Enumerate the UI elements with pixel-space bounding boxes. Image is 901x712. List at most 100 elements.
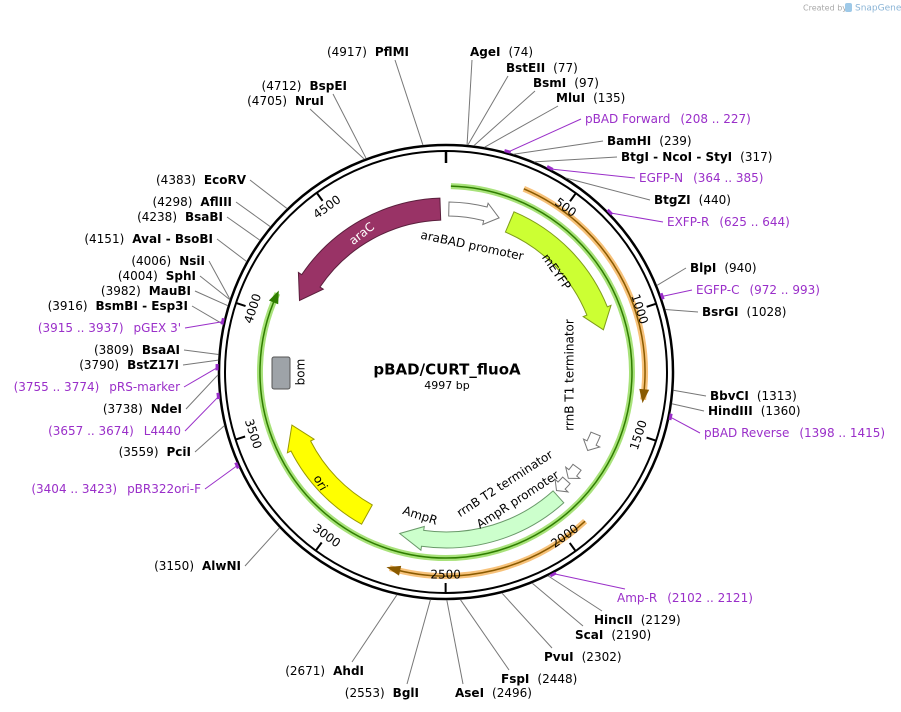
ruler-label: 4500 <box>310 192 343 221</box>
site-name: MluI <box>556 91 585 105</box>
site-position: (208 .. 227) <box>680 112 750 126</box>
site-name: pRS-marker <box>109 380 180 394</box>
site-name: NdeI <box>151 402 182 416</box>
site-label: EXFP-R (625 .. 644) <box>667 215 790 229</box>
site-name: BspEI <box>309 79 347 93</box>
site-name: AflIII <box>200 195 232 209</box>
site-position: (2448) <box>537 672 577 686</box>
site-label: (2671) AhdI <box>285 664 364 678</box>
site-label: (2553) BglI <box>345 686 419 700</box>
site-position: (4238) <box>137 210 177 224</box>
site-label: BstEII (77) <box>506 61 578 75</box>
site-line <box>183 349 219 356</box>
ruler-tick <box>569 192 577 202</box>
site-label: FspI (2448) <box>501 672 577 686</box>
site-position: (3982) <box>101 284 141 298</box>
site-label: AseI (2496) <box>455 686 532 700</box>
site-line <box>565 177 651 201</box>
site-line <box>467 75 509 146</box>
plasmid-size: 4997 bp <box>424 379 469 392</box>
feature-arrow <box>297 197 442 302</box>
site-line <box>351 594 398 663</box>
site-label: Amp-R (2102 .. 2121) <box>617 591 753 605</box>
site-line <box>194 290 229 307</box>
feature-arrow <box>504 211 612 331</box>
site-name: AgeI <box>470 45 500 59</box>
site-label: BsrGI (1028) <box>702 305 786 319</box>
ruler-tick <box>646 302 657 308</box>
feature-label: bom <box>294 359 308 386</box>
site-label: ScaI (2190) <box>575 628 651 642</box>
site-label: (4004) SphI <box>118 269 196 283</box>
site-line <box>182 359 219 366</box>
primer-mark <box>549 571 557 578</box>
site-name: BglI <box>393 686 419 700</box>
credit: Created by <box>803 4 847 13</box>
site-label: (4712) BspEI <box>262 79 347 93</box>
highlight-arc <box>389 520 586 577</box>
site-position: (2553) <box>345 686 385 700</box>
site-name: BsrGI <box>702 305 739 319</box>
plasmid-name: pBAD/CURT_fluoA <box>373 361 521 379</box>
site-name: BlpI <box>690 261 716 275</box>
site-name: BsaAI <box>142 343 180 357</box>
site-position: (2496) <box>492 686 532 700</box>
site-line <box>661 289 693 298</box>
site-label: (3809) BsaAI <box>94 343 180 357</box>
primer-mark <box>668 413 673 421</box>
site-position: (625 .. 644) <box>719 215 789 229</box>
site-position: (3790) <box>79 358 119 372</box>
site-position: (3915 .. 3937) <box>38 321 124 335</box>
site-label: MluI (135) <box>556 91 625 105</box>
site-name: MauBI <box>149 284 191 298</box>
site-position: (2190) <box>611 628 651 642</box>
site-line <box>208 260 231 300</box>
outer-strand <box>217 143 675 601</box>
site-line <box>249 179 288 209</box>
site-label: BtgI - NcoI - StyI (317) <box>621 150 772 164</box>
primer-mark <box>659 292 665 300</box>
feature-label: AmpR <box>401 503 439 527</box>
site-label: (3738) NdeI <box>103 402 182 416</box>
site-label: (4006) NsiI <box>131 254 205 268</box>
site-line <box>547 575 603 612</box>
site-name: BbvCI <box>710 389 749 403</box>
site-name: EcoRV <box>204 173 247 187</box>
site-name: AlwNI <box>202 559 241 573</box>
site-name: EGFP-N <box>639 171 683 185</box>
primer-mark <box>504 149 512 154</box>
site-name: BsmI <box>533 76 566 90</box>
site-line <box>183 366 219 388</box>
site-label: HincII (2129) <box>594 613 681 627</box>
site-name: pBAD Forward <box>585 112 670 126</box>
ruler-tick <box>314 541 323 552</box>
ruler-label: 4000 <box>241 292 264 325</box>
ruler-tick <box>315 192 324 202</box>
site-line <box>406 599 431 685</box>
highlight-arc-head <box>268 290 279 305</box>
highlight-arc-head <box>386 565 402 576</box>
site-name: Amp-R <box>617 591 657 605</box>
ruler-tick <box>235 302 246 308</box>
site-label: (4917) PflMI <box>327 45 409 59</box>
site-line <box>235 201 271 228</box>
site-position: (3657 .. 3674) <box>48 424 134 438</box>
primer-mark <box>606 208 614 216</box>
site-position: (4151) <box>84 232 124 246</box>
feature-label: rrnB T1 terminator <box>563 319 577 431</box>
site-name: EGFP-C <box>696 283 739 297</box>
site-position: (940) <box>724 261 756 275</box>
site-label: AgeI (74) <box>470 45 533 59</box>
site-position: (972 .. 993) <box>749 283 819 297</box>
site-position: (4705) <box>247 94 287 108</box>
site-name: BstZ17I <box>127 358 179 372</box>
highlight-arc <box>523 188 646 400</box>
highlight-arc-head <box>639 388 650 404</box>
site-name: ScaI <box>575 628 603 642</box>
site-line <box>549 168 636 179</box>
site-line <box>185 374 219 410</box>
site-label: (4298) AflIII <box>153 195 232 209</box>
ruler-label: 3500 <box>242 417 265 450</box>
site-position: (2129) <box>641 613 681 627</box>
